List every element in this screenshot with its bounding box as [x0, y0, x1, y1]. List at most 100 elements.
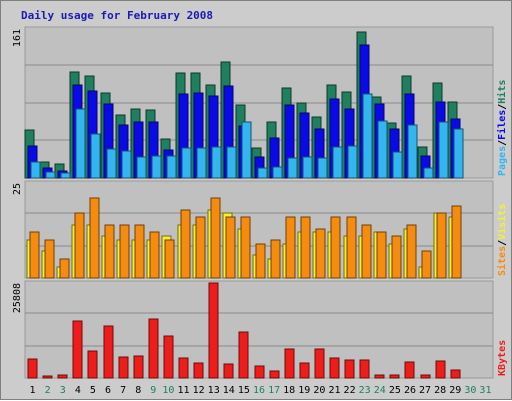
bar-pages-day-23: [362, 93, 373, 179]
bar-pages-day-6: [106, 148, 117, 179]
x-tick-label-day-29: 29: [449, 385, 461, 396]
bar-kbytes-day-21: [329, 357, 340, 379]
bar-pages-day-4: [75, 108, 86, 179]
bar-kbytes-day-10: [163, 335, 174, 379]
bar-pages-day-26: [407, 124, 418, 179]
bar-sites-day-9: [149, 231, 160, 279]
bar-pages-day-21: [332, 146, 343, 179]
bar-kbytes-day-2: [42, 375, 53, 379]
x-tick-label-day-23: 23: [359, 385, 371, 396]
x-tick-label-day-12: 12: [193, 385, 205, 396]
bar-pages-day-20: [317, 157, 328, 179]
legend-entry-hits: Hits: [496, 80, 508, 104]
x-tick-label-day-16: 16: [253, 385, 265, 396]
bar-pages-day-19: [302, 156, 313, 179]
bar-sites-day-4: [74, 212, 85, 279]
x-tick-label-day-9: 9: [150, 385, 156, 396]
x-tick-label-day-26: 26: [404, 385, 416, 396]
legend-entry-files: Files: [496, 110, 508, 140]
bar-kbytes-day-25: [389, 374, 400, 379]
bar-kbytes-day-9: [148, 318, 159, 379]
bar-sites-day-6: [104, 224, 115, 279]
legend-pages-files-hits: Pages/Files/Hits: [496, 80, 508, 176]
bar-sites-day-19: [300, 216, 311, 279]
legend-separator: /: [497, 104, 508, 110]
x-tick-label-day-24: 24: [374, 385, 386, 396]
x-tick-label-day-20: 20: [313, 385, 325, 396]
bar-sites-day-24: [376, 231, 387, 279]
bar-pages-day-11: [181, 147, 192, 179]
x-tick-label-day-5: 5: [90, 385, 96, 396]
bar-kbytes-day-19: [299, 362, 310, 379]
bar-kbytes-day-13: [208, 282, 219, 379]
bar-sites-day-17: [270, 239, 281, 279]
bar-kbytes-day-16: [254, 365, 265, 379]
bar-pages-day-29: [453, 128, 464, 179]
x-tick-label-day-19: 19: [298, 385, 310, 396]
x-tick-label-day-14: 14: [223, 385, 235, 396]
bar-sites-day-27: [421, 250, 432, 279]
bar-kbytes-day-11: [178, 357, 189, 379]
bar-kbytes-day-28: [435, 360, 446, 379]
x-tick-label-day-13: 13: [208, 385, 220, 396]
x-tick-label-day-1: 1: [30, 385, 36, 396]
bar-kbytes-day-7: [118, 356, 129, 379]
bar-kbytes-day-12: [193, 362, 204, 379]
bar-pages-day-14: [226, 146, 237, 179]
plot-area-kbytes: [24, 280, 494, 379]
legend-entry-pages: Pages: [497, 146, 508, 176]
bar-sites-day-10: [164, 239, 175, 279]
bar-sites-day-1: [29, 231, 40, 279]
bar-pages-day-9: [151, 155, 162, 179]
x-tick-label-day-27: 27: [419, 385, 431, 396]
bar-sites-day-28: [436, 212, 447, 279]
x-tick-label-day-17: 17: [268, 385, 280, 396]
x-tick-label-day-7: 7: [120, 385, 126, 396]
x-tick-label-day-8: 8: [135, 385, 141, 396]
x-tick-label-day-22: 22: [344, 385, 356, 396]
x-tick-label-day-18: 18: [283, 385, 295, 396]
x-tick-label-day-28: 28: [434, 385, 446, 396]
x-tick-label-day-10: 10: [162, 385, 174, 396]
bar-pages-day-13: [211, 146, 222, 179]
bar-sites-day-22: [346, 216, 357, 279]
x-tick-label-day-3: 3: [60, 385, 66, 396]
bar-pages-day-15: [241, 121, 252, 179]
bar-pages-day-22: [347, 145, 358, 179]
bar-pages-day-12: [196, 147, 207, 179]
bar-kbytes-day-14: [223, 363, 234, 379]
bar-pages-day-17: [272, 166, 283, 179]
bar-sites-day-25: [391, 235, 402, 279]
bar-pages-day-5: [90, 133, 101, 179]
bar-pages-day-18: [287, 157, 298, 179]
x-tick-label-day-6: 6: [105, 385, 111, 396]
bar-kbytes-day-18: [284, 348, 295, 379]
bar-pages-day-28: [438, 121, 449, 179]
bar-kbytes-day-8: [133, 355, 144, 379]
bar-sites-day-13: [210, 197, 221, 279]
legend-entry-kbytes: KBytes: [497, 340, 508, 376]
x-tick-label-day-30: 30: [464, 385, 476, 396]
x-tick-label-day-25: 25: [389, 385, 401, 396]
legend-kbytes: KBytes: [497, 340, 508, 376]
bar-sites-day-12: [195, 216, 206, 279]
bar-pages-day-25: [392, 151, 403, 179]
bar-pages-day-16: [257, 167, 268, 179]
legend-separator: /: [497, 140, 508, 146]
bar-sites-day-8: [134, 224, 145, 279]
bar-sites-day-14: [225, 216, 236, 279]
chart-title: Daily usage for February 2008: [21, 9, 214, 22]
bar-sites-day-2: [44, 239, 55, 279]
bar-sites-day-7: [119, 224, 130, 279]
bar-sites-day-23: [361, 224, 372, 279]
legend-entry-sites: Sites: [496, 246, 508, 276]
bar-pages-day-1: [30, 161, 41, 179]
x-tick-label-day-21: 21: [328, 385, 340, 396]
bar-sites-day-16: [255, 243, 266, 279]
bar-kbytes-day-22: [344, 359, 355, 379]
bar-kbytes-day-15: [238, 331, 249, 379]
bar-pages-day-3: [60, 172, 71, 179]
bar-sites-day-11: [180, 209, 191, 279]
